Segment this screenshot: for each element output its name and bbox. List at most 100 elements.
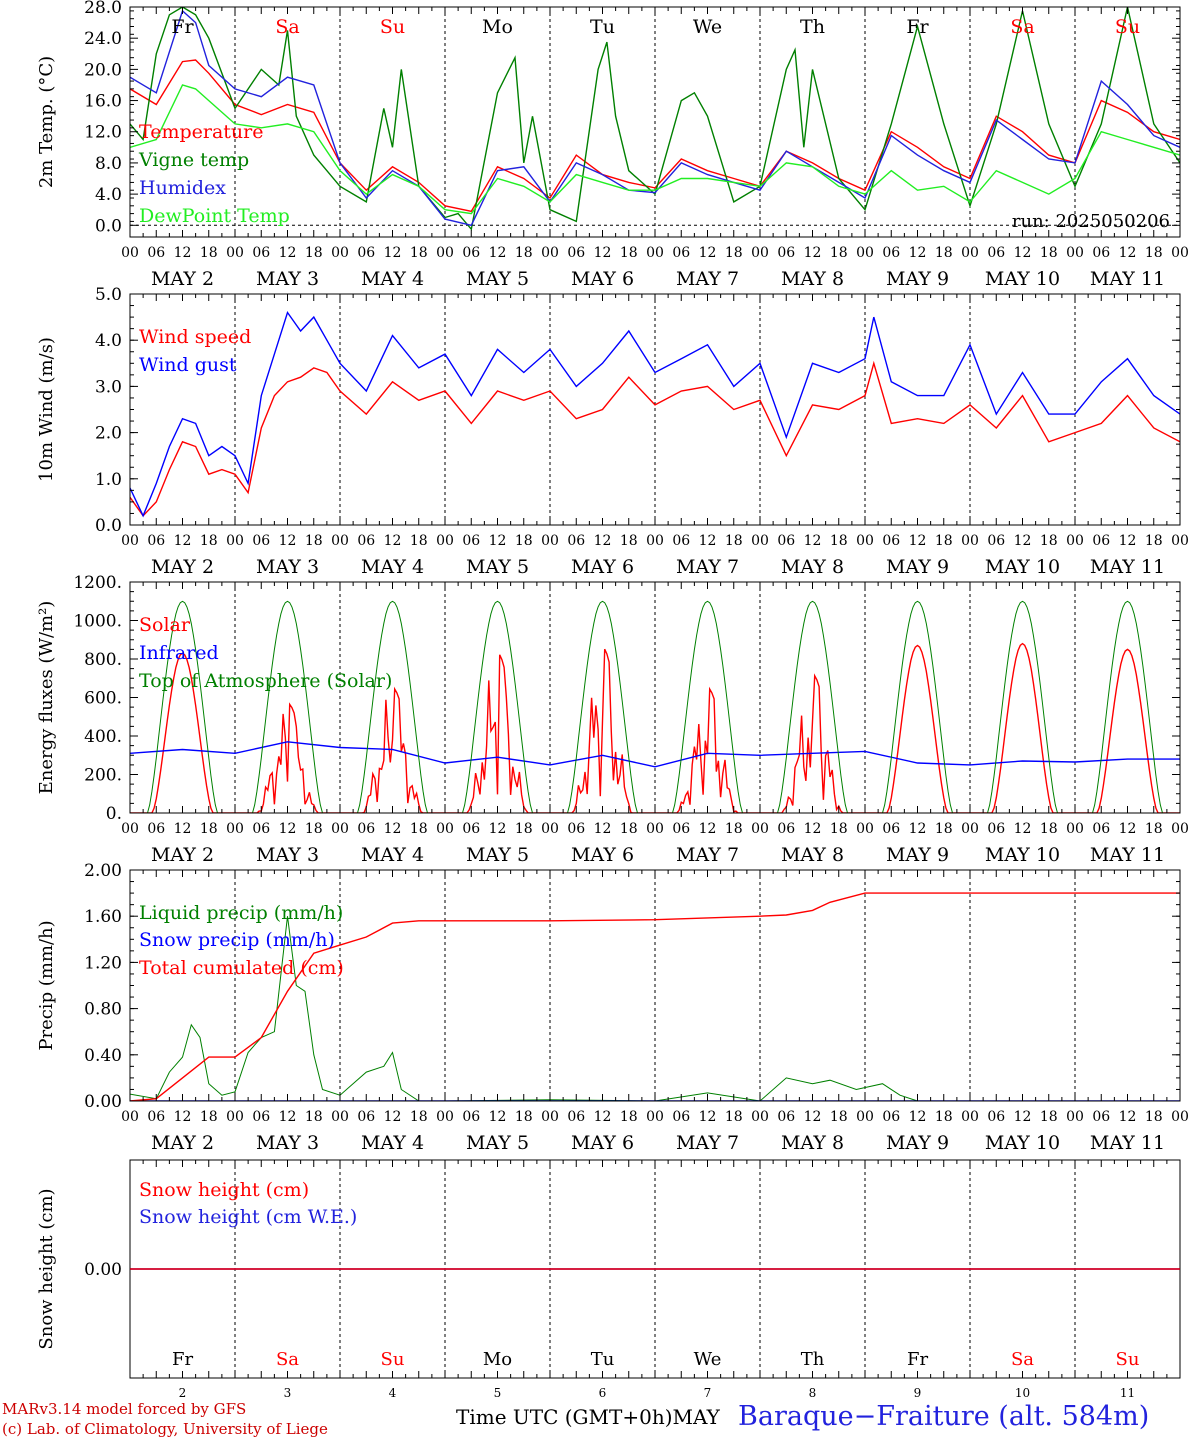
hour-label: 00 xyxy=(436,1109,454,1125)
hour-label: 06 xyxy=(147,533,165,549)
weekday-label: Tu xyxy=(591,1349,615,1370)
hour-label: 06 xyxy=(252,245,270,261)
hour-label: 12 xyxy=(279,533,297,549)
y-tick-label: 5.0 xyxy=(95,285,122,305)
date-label: MAY 2 xyxy=(151,844,214,866)
series-temperature xyxy=(130,59,1180,213)
date-label: MAY 6 xyxy=(571,268,634,290)
legend-temperature: Temperature xyxy=(139,121,263,143)
hour-label: 18 xyxy=(1145,533,1163,549)
hour-label: 06 xyxy=(882,245,900,261)
weekday-label: Sa xyxy=(275,16,299,38)
hour-label: 18 xyxy=(830,533,848,549)
hour-label: 06 xyxy=(777,1109,795,1125)
date-label: MAY 10 xyxy=(985,844,1060,866)
y-tick-label: 12.0 xyxy=(84,123,122,143)
hour-label: 00 xyxy=(121,1109,139,1125)
y-tick-label: 20.0 xyxy=(84,60,122,80)
hour-label: 18 xyxy=(1040,533,1058,549)
hour-label: 12 xyxy=(174,821,192,837)
hour-label: 06 xyxy=(567,1109,585,1125)
y-tick-label: 1000. xyxy=(73,612,122,632)
date-label: MAY 6 xyxy=(571,556,634,578)
y-tick-label: 2.0 xyxy=(95,424,122,444)
hour-label: 06 xyxy=(357,245,375,261)
series-group xyxy=(130,600,1180,813)
hour-label: 12 xyxy=(1119,533,1137,549)
hour-label: 12 xyxy=(384,533,402,549)
hour-label: 06 xyxy=(1092,1109,1110,1125)
hour-label: 18 xyxy=(830,821,848,837)
hour-label: 06 xyxy=(1092,533,1110,549)
y-axis-label: 10m Wind (m/s) xyxy=(36,337,57,482)
hour-label: 18 xyxy=(200,821,218,837)
hour-label: 12 xyxy=(1119,245,1137,261)
legend-top-of-atmosphere-solar: Top of Atmosphere (Solar) xyxy=(139,670,392,692)
date-label: MAY 10 xyxy=(985,268,1060,290)
hour-label: 00 xyxy=(331,821,349,837)
date-label: MAY 3 xyxy=(256,556,319,578)
hour-label: 00 xyxy=(436,821,454,837)
panel-wind: Wind speed Wind gust 0.0 1.0 2.0 3.0 4.0 5.0 10m… xyxy=(36,285,1189,578)
weekday-label: We xyxy=(693,16,722,38)
hour-label: 12 xyxy=(909,1109,927,1125)
weekday-label: Mo xyxy=(483,1349,512,1370)
hour-label: 00 xyxy=(226,821,244,837)
y-tick-label: 3.0 xyxy=(95,377,122,397)
hour-label: 18 xyxy=(305,533,323,549)
hour-label: 06 xyxy=(1092,245,1110,261)
hour-label: 12 xyxy=(804,245,822,261)
hour-label: 06 xyxy=(987,1109,1005,1125)
date-label: MAY 5 xyxy=(466,268,529,290)
y-tick-label: 0.80 xyxy=(84,1000,122,1020)
hour-label: 06 xyxy=(987,533,1005,549)
hour-label: 06 xyxy=(567,821,585,837)
hour-label: 18 xyxy=(515,533,533,549)
series-solar xyxy=(130,642,1180,813)
hour-label: 12 xyxy=(1119,1109,1137,1125)
hour-label: 18 xyxy=(305,1109,323,1125)
date-label: MAY 7 xyxy=(676,1132,739,1154)
hour-label: 18 xyxy=(515,245,533,261)
hour-label: 00 xyxy=(646,245,664,261)
hour-label: 12 xyxy=(804,1109,822,1125)
hour-label: 12 xyxy=(804,821,822,837)
hour-label: 12 xyxy=(1014,821,1032,837)
hour-label: 12 xyxy=(279,245,297,261)
y-tick-label: 24.0 xyxy=(84,29,122,49)
hour-label: 00 xyxy=(331,533,349,549)
hour-label: 00 xyxy=(541,533,559,549)
legend-snow-precip-mm-h: Snow precip (mm/h) xyxy=(139,929,335,951)
y-tick-label: 0.0 xyxy=(95,216,122,236)
credit-lab: (c) Lab. of Climatology, University of L… xyxy=(2,1420,328,1438)
hour-label: 18 xyxy=(515,1109,533,1125)
date-label: MAY 9 xyxy=(886,844,949,866)
hour-label: 06 xyxy=(462,245,480,261)
hour-label: 06 xyxy=(567,533,585,549)
hour-label: 00 xyxy=(856,821,874,837)
day-number-label: 2 xyxy=(179,1386,187,1400)
date-label: MAY 4 xyxy=(361,268,424,290)
hour-label: 00 xyxy=(331,1109,349,1125)
y-tick-label: 1200. xyxy=(73,573,122,593)
hour-label: 00 xyxy=(541,245,559,261)
date-label: MAY 3 xyxy=(256,268,319,290)
y-tick-label: 4.0 xyxy=(95,331,122,351)
hour-label: 12 xyxy=(489,821,507,837)
hour-label: 18 xyxy=(830,1109,848,1125)
hour-label: 00 xyxy=(541,1109,559,1125)
date-label: MAY 5 xyxy=(466,844,529,866)
hour-label: 18 xyxy=(200,245,218,261)
y-tick-label: 8.0 xyxy=(95,154,122,174)
hour-label: 06 xyxy=(462,1109,480,1125)
hour-label: 00 xyxy=(751,1109,769,1125)
station-name: Baraque−Fraiture (alt. 584m) xyxy=(738,1401,1150,1432)
hour-label: 18 xyxy=(1040,1109,1058,1125)
hour-label: 00 xyxy=(226,533,244,549)
hour-label: 00 xyxy=(1171,1109,1189,1125)
hour-label: 12 xyxy=(699,533,717,549)
hour-label: 00 xyxy=(1066,533,1084,549)
y-tick-label: 0.00 xyxy=(84,1260,122,1280)
legend-snow-height-cm: Snow height (cm) xyxy=(139,1179,309,1201)
hour-label: 18 xyxy=(305,245,323,261)
